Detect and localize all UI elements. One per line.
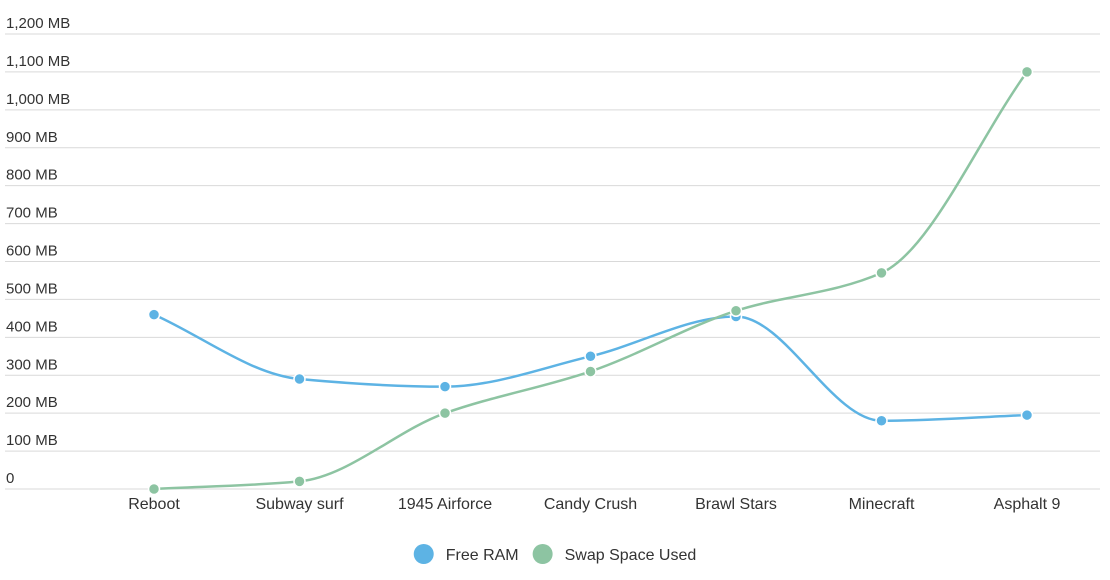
x-tick-label: 1945 Airforce [398,496,492,513]
series-line-swap-space-used [153,71,1029,491]
x-tick-label: Subway surf [255,496,344,513]
data-point-swap-space-used[interactable] [584,365,597,378]
grid-lines [5,33,1100,490]
data-point-swap-space-used[interactable] [438,406,452,420]
legend-marker-icon [532,544,553,564]
y-axis-tick-labels: 0 100 MB 200 MB 300 MB 400 MB 500 MB 600 MB 700… [6,15,70,487]
data-point-free-ram[interactable] [875,414,888,427]
legend-label: Swap Space Used [565,547,697,564]
y-tick-label: 1,200 MB [6,15,70,32]
legend-item[interactable]: Free RAM [413,544,519,564]
data-point-swap-space-used[interactable] [875,266,888,280]
y-tick-label: 200 MB [6,394,58,411]
data-point-free-ram[interactable] [1020,408,1034,422]
y-tick-label: 600 MB [6,243,58,260]
legend-item[interactable]: Swap Space Used [532,544,697,564]
data-point-free-ram[interactable] [584,350,597,363]
legend-label: Free RAM [446,547,519,564]
y-tick-label: 700 MB [6,205,58,222]
x-tick-label: Reboot [128,496,180,513]
data-point-free-ram[interactable] [438,380,452,393]
series-lines [153,71,1029,491]
y-tick-label: 300 MB [6,356,58,373]
data-point-free-ram[interactable] [293,372,306,386]
data-point-swap-space-used[interactable] [293,475,306,488]
y-tick-label: 100 MB [6,432,58,449]
x-tick-label: Minecraft [849,496,915,513]
y-tick-label: 500 MB [6,280,58,297]
data-point-swap-space-used[interactable] [729,304,743,318]
x-tick-label: Brawl Stars [695,496,777,513]
legend-marker-icon [413,544,434,564]
data-points [147,65,1034,496]
y-tick-label: 900 MB [6,129,58,146]
x-tick-label: Asphalt 9 [994,496,1061,513]
y-tick-label: 1,100 MB [6,53,70,70]
x-axis-tick-labels: Reboot Subway surf 1945 Airforce Candy Crus… [128,496,1060,513]
data-point-free-ram[interactable] [147,308,161,321]
y-tick-label: 400 MB [6,318,58,335]
data-point-swap-space-used[interactable] [147,482,161,496]
y-tick-label: 0 [6,470,14,487]
x-tick-label: Candy Crush [544,496,637,513]
y-tick-label: 800 MB [6,167,58,184]
data-point-swap-space-used[interactable] [1020,65,1034,79]
y-tick-label: 1,000 MB [6,91,70,108]
legend: Free RAM Swap Space Used [413,544,697,564]
